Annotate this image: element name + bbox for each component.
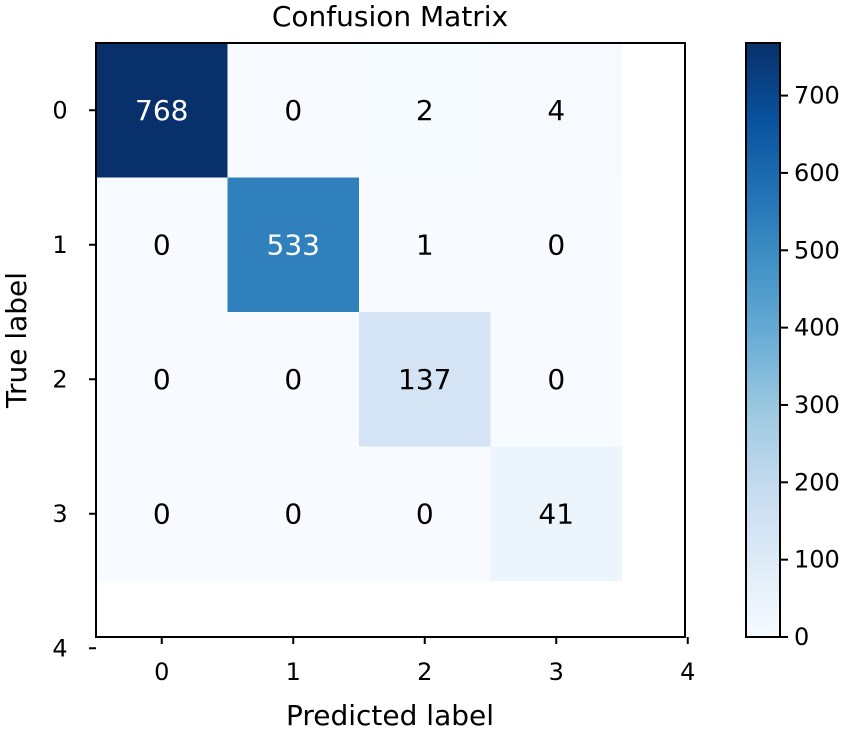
heatmap-cell-r2-c1: [227, 312, 359, 447]
cell-value-r2-c3: 0: [547, 363, 565, 396]
y-tick-label: 3: [52, 500, 67, 528]
colorbar-tick-label: 300: [794, 391, 840, 419]
x-tick-label: 0: [154, 658, 169, 686]
y-tick-label: 0: [52, 96, 67, 124]
cell-value-r0-c2: 2: [416, 94, 434, 127]
y-axis-label: True label: [0, 272, 33, 409]
colorbar-tick-label: 0: [794, 623, 809, 651]
colorbar-tick-label: 700: [794, 82, 840, 110]
cell-value-r1-c2: 1: [416, 228, 434, 261]
heatmap-cell-r0-c2: [359, 43, 491, 178]
x-tick-label: 1: [286, 658, 301, 686]
heatmap-cell-r1-c1: [227, 177, 359, 312]
colorbar-tick-label: 400: [794, 314, 840, 342]
heatmap-cells: [96, 43, 622, 581]
x-tick-label: 4: [680, 658, 695, 686]
heatmap-cell-r3-c0: [96, 446, 228, 581]
heatmap-cell-labels: 768 0 2 4 0 533 1 0 0 0 137 0 0 0 0 41: [135, 94, 574, 531]
x-axis-ticks: 0 1 2 3 4: [154, 637, 695, 686]
cell-value-r0-c3: 4: [547, 94, 565, 127]
heatmap-cell-r1-c0: [96, 177, 228, 312]
plot-frame: [95, 42, 686, 638]
heatmap-cell-r3-c2: [359, 446, 491, 581]
heatmap-cell-r3-c1: [227, 446, 359, 581]
cell-value-r2-c0: 0: [153, 363, 171, 396]
colorbar-gradient: [746, 43, 780, 637]
heatmap-cell-r2-c3: [490, 312, 622, 447]
x-tick-label: 3: [549, 658, 564, 686]
heatmap-cell-r3-c3: [490, 446, 622, 581]
cell-value-r3-c3: 41: [538, 497, 574, 530]
heatmap-cell-r2-c2: [359, 312, 491, 447]
cell-value-r0-c0: 768: [135, 94, 188, 127]
y-axis-ticks: 0 1 2 3 4: [52, 96, 96, 662]
cell-value-r1-c3: 0: [547, 228, 565, 261]
colorbar-tick-label: 100: [794, 546, 840, 574]
y-tick-label: 4: [52, 634, 67, 662]
colorbar: 0 100 200 300 400 500 600 700: [745, 42, 840, 651]
heatmap-cell-r2-c0: [96, 312, 228, 447]
colorbar-tick-label: 200: [794, 468, 840, 496]
heatmap-cell-r0-c0: [96, 43, 228, 178]
cell-value-r3-c2: 0: [416, 497, 434, 530]
cell-value-r3-c0: 0: [153, 497, 171, 530]
y-tick-label: 2: [52, 365, 67, 393]
x-axis-label: Predicted label: [286, 699, 494, 731]
colorbar-tick-label: 600: [794, 159, 840, 187]
colorbar-ticks: 0 100 200 300 400 500 600 700: [780, 82, 840, 651]
colorbar-frame: [745, 42, 781, 638]
chart-title: Confusion Matrix: [272, 0, 508, 33]
x-tick-label: 2: [417, 658, 432, 686]
heatmap-cell-r0-c3: [490, 43, 622, 178]
colorbar-tick-label: 500: [794, 236, 840, 264]
heatmap-cell-r1-c3: [490, 177, 622, 312]
cell-value-r0-c1: 0: [284, 94, 302, 127]
cell-value-r1-c0: 0: [153, 228, 171, 261]
heatmap-cell-r0-c1: [227, 43, 359, 178]
cell-value-r1-c1: 533: [267, 228, 320, 261]
cell-value-r2-c2: 137: [398, 363, 451, 396]
heatmap-cell-r1-c2: [359, 177, 491, 312]
cell-value-r3-c1: 0: [284, 497, 302, 530]
cell-value-r2-c1: 0: [284, 363, 302, 396]
y-tick-label: 1: [52, 231, 67, 259]
